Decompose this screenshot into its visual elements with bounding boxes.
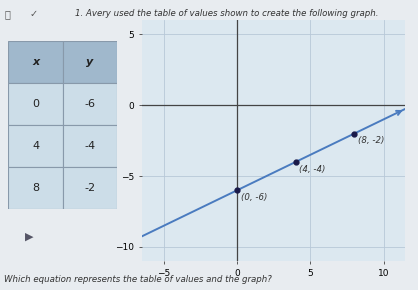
Text: ✓: ✓ (29, 9, 37, 19)
Bar (8, 125, 63, 167)
Bar (8, 167, 63, 209)
Bar (63, 167, 117, 209)
Text: (0, -6): (0, -6) (241, 193, 267, 202)
Bar (63, 125, 117, 167)
Bar (8, 83, 63, 125)
Text: Which equation represents the table of values and the graph?: Which equation represents the table of v… (4, 276, 272, 284)
Bar (8, 41, 63, 83)
Text: ▶: ▶ (25, 232, 33, 242)
Text: (8, -2): (8, -2) (358, 137, 384, 146)
Text: 4: 4 (32, 141, 39, 151)
Text: y: y (86, 57, 94, 67)
Text: 0: 0 (32, 99, 39, 109)
Text: 8: 8 (32, 183, 39, 193)
Text: -4: -4 (84, 141, 95, 151)
Text: (4, -4): (4, -4) (299, 165, 326, 174)
Text: x: x (32, 57, 39, 67)
Text: ⎘: ⎘ (4, 9, 10, 19)
Text: 1. Avery used the table of values shown to create the following graph.: 1. Avery used the table of values shown … (75, 9, 379, 18)
Bar (63, 83, 117, 125)
Text: -2: -2 (84, 183, 95, 193)
Bar (63, 41, 117, 83)
Text: -6: -6 (84, 99, 95, 109)
